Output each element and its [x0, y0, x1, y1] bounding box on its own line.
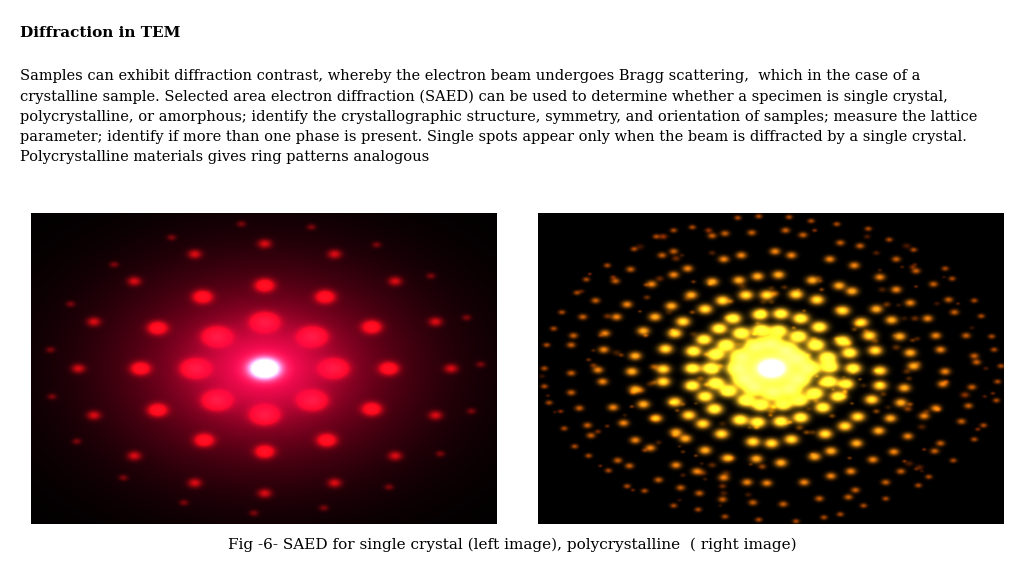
Text: Fig -6- SAED for single crystal (left image), polycrystalline  ( right image): Fig -6- SAED for single crystal (left im… — [227, 538, 797, 552]
Text: Samples can exhibit diffraction contrast, whereby the electron beam undergoes Br: Samples can exhibit diffraction contrast… — [20, 69, 978, 164]
Text: Diffraction in TEM: Diffraction in TEM — [20, 26, 181, 40]
